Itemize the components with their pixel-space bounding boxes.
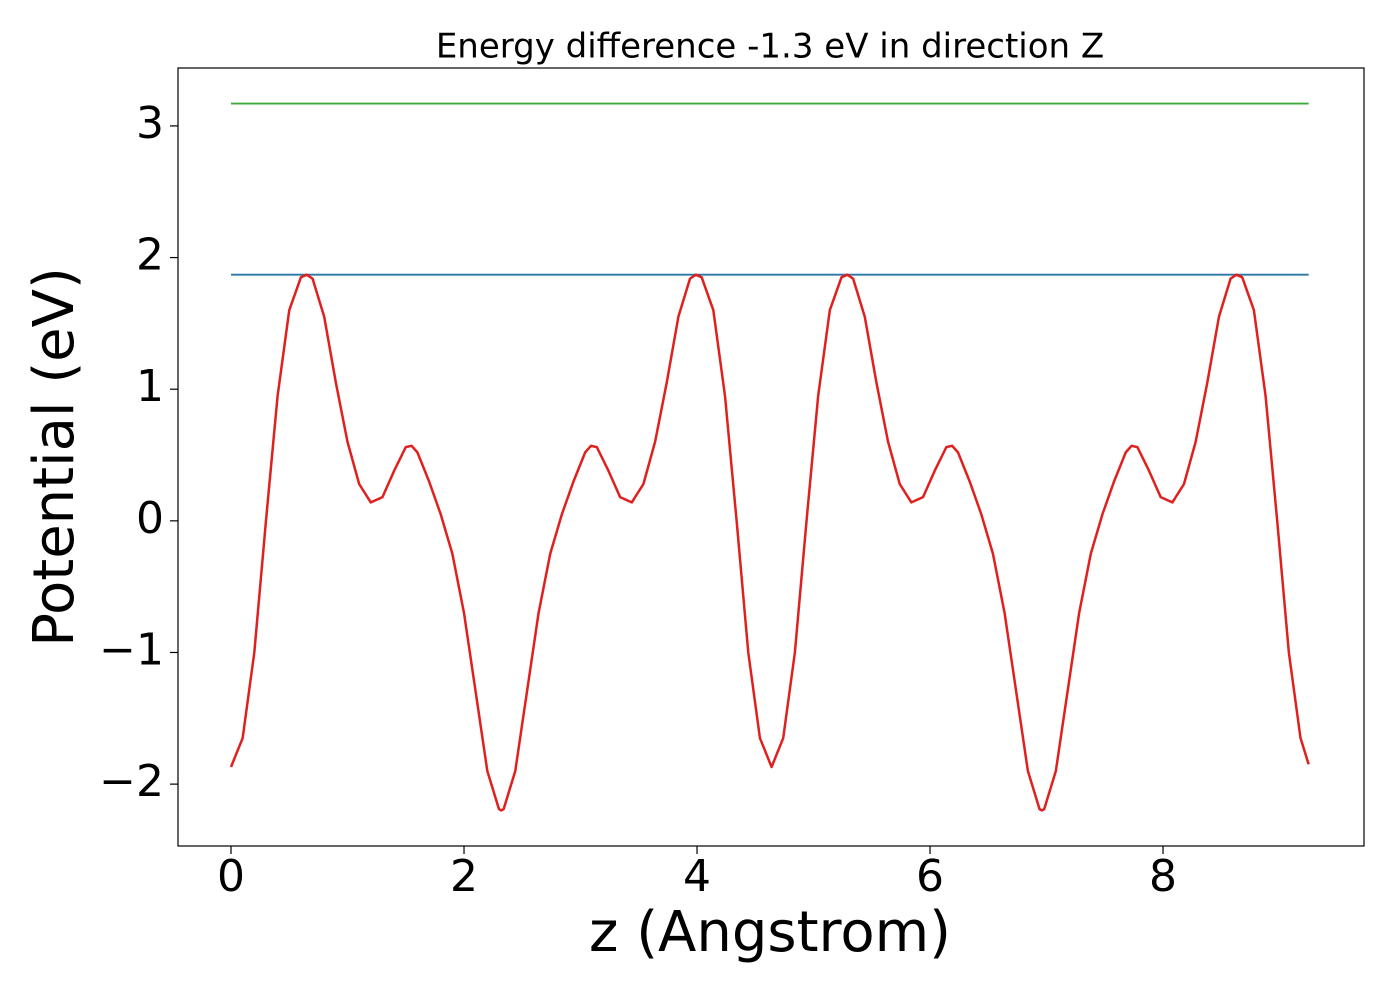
y-tick-label: −2	[99, 756, 164, 807]
plot-frame	[177, 67, 1365, 847]
chart-title: Energy difference -1.3 eV in direction Z	[436, 27, 1104, 67]
y-tick-label: 0	[136, 493, 164, 544]
x-tick-label: 2	[450, 851, 478, 902]
x-tick-label: 6	[916, 851, 944, 902]
y-tick-label: 2	[136, 230, 164, 281]
y-axis-label: Potential (eV)	[22, 267, 87, 647]
x-tick-label: 0	[217, 851, 245, 902]
y-tick-label: 1	[136, 361, 164, 412]
y-tick-label: 3	[136, 98, 164, 149]
x-axis-label: z (Angstrom)	[589, 900, 951, 965]
series-line	[229, 273, 1310, 812]
y-tick-label: −1	[99, 624, 164, 675]
x-tick-label: 8	[1149, 851, 1177, 902]
x-tick-label: 4	[683, 851, 711, 902]
